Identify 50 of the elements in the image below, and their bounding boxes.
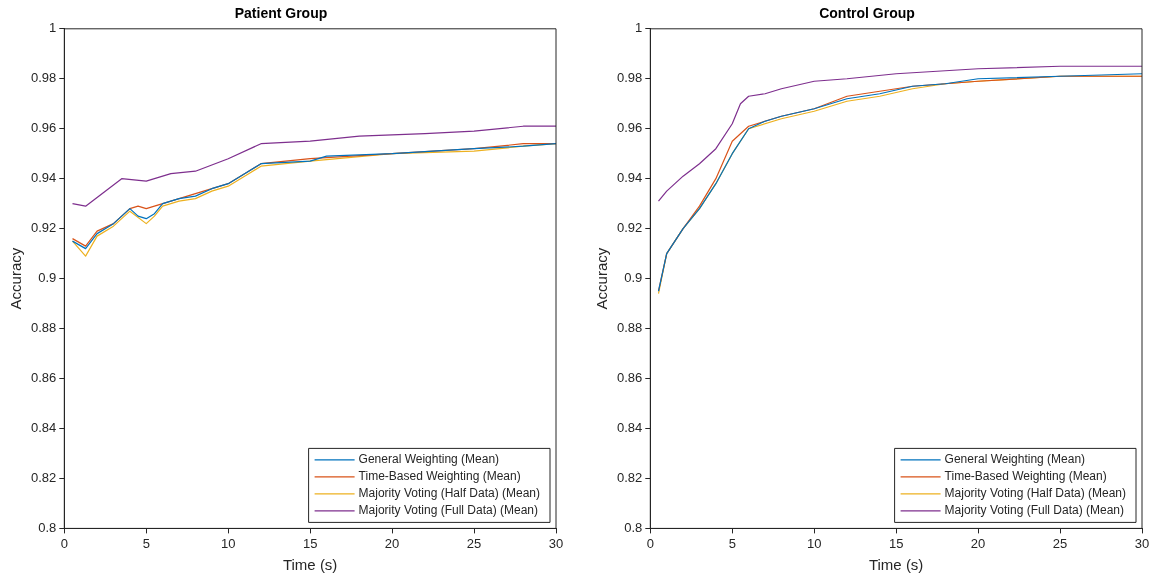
y-tick-label: 0.86 bbox=[30, 370, 57, 386]
y-tick-label: 0.96 bbox=[30, 120, 57, 136]
x-tick-label: 30 bbox=[1134, 535, 1150, 551]
y-axis-title: Accuracy bbox=[593, 247, 611, 310]
legend-label: General Weighting (Mean) bbox=[944, 452, 1086, 467]
legend-label: Time-Based Weighting (Mean) bbox=[944, 469, 1107, 484]
x-tick-label: 20 bbox=[970, 535, 986, 551]
y-axis-title: Accuracy bbox=[7, 247, 25, 310]
x-axis-title: Time (s) bbox=[282, 556, 338, 574]
y-tick-label: 0.92 bbox=[616, 220, 643, 236]
y-tick-label: 0.94 bbox=[30, 170, 57, 186]
y-tick-label: 0.96 bbox=[616, 120, 643, 136]
x-tick-label: 5 bbox=[728, 535, 736, 551]
x-tick-label: 25 bbox=[466, 535, 482, 551]
x-axis-title: Time (s) bbox=[868, 556, 924, 574]
y-tick-label: 0.98 bbox=[616, 70, 643, 86]
x-tick-label: 15 bbox=[302, 535, 318, 551]
x-tick-label: 15 bbox=[888, 535, 904, 551]
x-tick-label: 25 bbox=[1052, 535, 1068, 551]
x-tick-label: 5 bbox=[142, 535, 150, 551]
x-tick-label: 0 bbox=[646, 535, 654, 551]
y-tick-label: 0.98 bbox=[30, 70, 57, 86]
legend-label: Time-Based Weighting (Mean) bbox=[358, 469, 521, 484]
x-tick-label: 0 bbox=[60, 535, 68, 551]
y-tick-label: 1 bbox=[635, 20, 643, 36]
y-tick-label: 0.84 bbox=[616, 420, 643, 436]
y-tick-label: 0.82 bbox=[30, 470, 57, 486]
legend-label: Majority Voting (Half Data) (Mean) bbox=[944, 486, 1127, 501]
y-tick-label: 0.88 bbox=[30, 320, 57, 336]
x-tick-label: 10 bbox=[220, 535, 236, 551]
chart-title: Patient Group bbox=[234, 5, 328, 22]
y-tick-label: 1 bbox=[49, 20, 57, 36]
y-tick-label: 0.8 bbox=[38, 519, 57, 535]
legend-label: Majority Voting (Full Data) (Mean) bbox=[358, 503, 538, 518]
x-tick-label: 20 bbox=[384, 535, 400, 551]
chart-title: Control Group bbox=[819, 5, 915, 22]
x-tick-label: 10 bbox=[806, 535, 822, 551]
y-tick-label: 0.82 bbox=[616, 470, 643, 486]
x-tick-label: 30 bbox=[548, 535, 564, 551]
legend-label: Majority Voting (Full Data) (Mean) bbox=[944, 503, 1124, 518]
y-tick-label: 0.9 bbox=[624, 270, 643, 286]
y-tick-label: 0.8 bbox=[624, 519, 643, 535]
legend-label: Majority Voting (Half Data) (Mean) bbox=[358, 486, 541, 501]
y-tick-label: 0.86 bbox=[616, 370, 643, 386]
y-tick-label: 0.84 bbox=[30, 420, 57, 436]
y-tick-label: 0.92 bbox=[30, 220, 57, 236]
y-tick-label: 0.88 bbox=[616, 320, 643, 336]
legend-label: General Weighting (Mean) bbox=[358, 452, 500, 467]
y-tick-label: 0.9 bbox=[38, 270, 57, 286]
y-tick-label: 0.94 bbox=[616, 170, 643, 186]
